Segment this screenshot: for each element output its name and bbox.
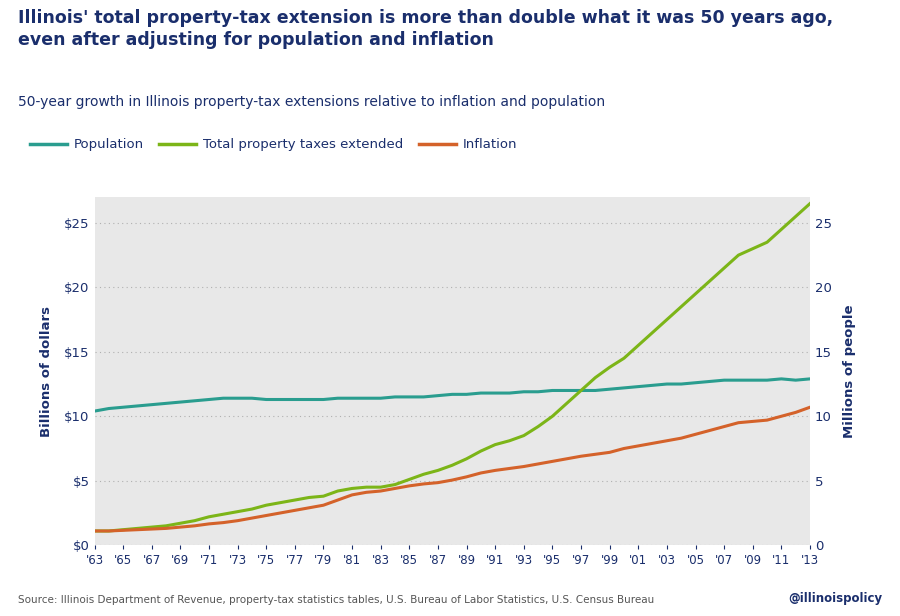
Y-axis label: Millions of people: Millions of people (843, 304, 856, 438)
Y-axis label: Billions of dollars: Billions of dollars (40, 306, 53, 437)
Legend: Population, Total property taxes extended, Inflation: Population, Total property taxes extende… (24, 133, 522, 156)
Text: Source: Illinois Department of Revenue, property-tax statistics tables, U.S. Bur: Source: Illinois Department of Revenue, … (18, 595, 654, 605)
Text: 50-year growth in Illinois property-tax extensions relative to inflation and pop: 50-year growth in Illinois property-tax … (18, 95, 605, 110)
Text: @illinoispolicy: @illinoispolicy (788, 592, 882, 605)
Text: Illinois' total property-tax extension is more than double what it was 50 years : Illinois' total property-tax extension i… (18, 9, 833, 49)
